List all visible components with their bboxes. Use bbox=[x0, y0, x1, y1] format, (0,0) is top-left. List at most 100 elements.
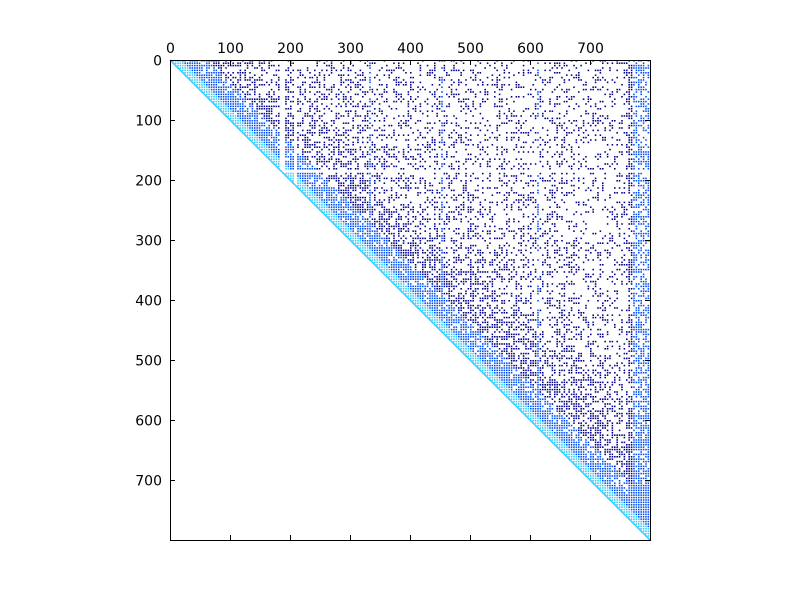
matrix-cell bbox=[366, 201, 369, 204]
matrix-cell bbox=[642, 86, 645, 88]
matrix-cell bbox=[311, 156, 314, 158]
matrix-cell bbox=[498, 117, 501, 120]
matrix-cell bbox=[573, 247, 575, 249]
matrix-cell bbox=[400, 177, 402, 180]
matrix-cell bbox=[306, 168, 309, 170]
matrix-cell bbox=[261, 146, 263, 148]
matrix-cell bbox=[441, 208, 443, 211]
matrix-cell bbox=[323, 160, 326, 163]
matrix-cell bbox=[321, 127, 323, 129]
matrix-cell bbox=[398, 249, 400, 252]
matrix-cell bbox=[275, 163, 278, 165]
matrix-cell bbox=[405, 177, 407, 180]
matrix-cell bbox=[342, 122, 345, 124]
matrix-cell bbox=[441, 105, 443, 108]
matrix-cell bbox=[498, 165, 501, 168]
matrix-cell bbox=[278, 127, 280, 129]
matrix-cell bbox=[232, 105, 234, 108]
matrix-cell bbox=[518, 220, 520, 223]
matrix-cell bbox=[275, 136, 278, 139]
matrix-cell bbox=[489, 242, 491, 244]
matrix-cell bbox=[340, 206, 342, 208]
matrix-cell bbox=[633, 96, 635, 98]
matrix-cell bbox=[609, 67, 611, 69]
matrix-cell bbox=[410, 261, 412, 264]
matrix-cell bbox=[638, 242, 640, 244]
matrix-cell bbox=[611, 163, 614, 165]
matrix-cell bbox=[458, 211, 460, 213]
matrix-cell bbox=[448, 211, 450, 213]
matrix-cell bbox=[618, 139, 621, 141]
matrix-cell bbox=[611, 136, 614, 139]
matrix-cell bbox=[614, 120, 616, 122]
matrix-cell bbox=[570, 254, 573, 256]
matrix-cell bbox=[599, 134, 602, 136]
matrix-cell bbox=[429, 144, 431, 146]
matrix-cell bbox=[304, 91, 306, 93]
matrix-cell bbox=[450, 122, 453, 124]
matrix-cell bbox=[575, 103, 578, 105]
matrix-cell bbox=[455, 88, 458, 91]
matrix-cell bbox=[410, 76, 412, 79]
matrix-cell bbox=[366, 163, 369, 165]
matrix-cell bbox=[186, 62, 189, 64]
matrix-cell bbox=[621, 249, 623, 252]
matrix-cell bbox=[410, 201, 412, 204]
matrix-cell bbox=[239, 74, 242, 76]
matrix-cell bbox=[316, 110, 318, 112]
matrix-cell bbox=[506, 175, 508, 177]
matrix-cell bbox=[501, 153, 503, 156]
matrix-cell bbox=[292, 172, 294, 175]
matrix-cell bbox=[527, 69, 530, 72]
matrix-cell bbox=[582, 120, 585, 122]
matrix-cell bbox=[213, 67, 215, 69]
matrix-cell bbox=[395, 242, 398, 244]
matrix-cell bbox=[515, 122, 518, 124]
matrix-cell bbox=[527, 168, 530, 170]
matrix-cell bbox=[177, 64, 179, 67]
matrix-cell bbox=[599, 79, 602, 81]
matrix-cell bbox=[285, 156, 287, 158]
matrix-cell bbox=[546, 129, 549, 132]
matrix-cell bbox=[417, 148, 419, 151]
matrix-cell bbox=[256, 124, 258, 127]
matrix-cell bbox=[597, 108, 599, 110]
matrix-cell bbox=[386, 247, 388, 249]
matrix-cell bbox=[246, 84, 249, 86]
matrix-cell bbox=[261, 134, 263, 136]
matrix-cell bbox=[635, 213, 638, 216]
matrix-cell bbox=[506, 206, 508, 208]
matrix-cell bbox=[330, 194, 333, 196]
matrix-cell bbox=[635, 62, 638, 64]
matrix-cell bbox=[419, 69, 422, 72]
matrix-cell bbox=[184, 69, 186, 72]
matrix-cell bbox=[628, 100, 630, 103]
matrix-cell bbox=[378, 108, 381, 110]
matrix-cell bbox=[386, 86, 388, 88]
matrix-cell bbox=[436, 247, 438, 249]
matrix-cell bbox=[503, 72, 506, 74]
matrix-cell bbox=[443, 124, 446, 127]
matrix-cell bbox=[340, 163, 342, 165]
matrix-cell bbox=[436, 237, 438, 240]
matrix-cell bbox=[378, 252, 381, 254]
matrix-cell bbox=[225, 98, 227, 100]
matrix-cell bbox=[585, 129, 587, 132]
matrix-cell bbox=[328, 160, 330, 163]
matrix-cell bbox=[369, 244, 371, 247]
matrix-cell bbox=[498, 105, 501, 108]
matrix-cell bbox=[254, 127, 256, 129]
matrix-cell bbox=[340, 139, 342, 141]
matrix-cell bbox=[640, 120, 642, 122]
matrix-cell bbox=[510, 259, 513, 261]
matrix-cell bbox=[462, 184, 465, 187]
matrix-cell bbox=[369, 180, 371, 182]
matrix-cell bbox=[566, 249, 568, 252]
matrix-cell bbox=[342, 100, 345, 103]
matrix-cell bbox=[347, 204, 350, 206]
matrix-cell bbox=[642, 76, 645, 79]
matrix-cell bbox=[501, 180, 503, 182]
matrix-cell bbox=[621, 127, 623, 129]
matrix-cell bbox=[371, 165, 374, 168]
matrix-cell bbox=[602, 208, 604, 211]
